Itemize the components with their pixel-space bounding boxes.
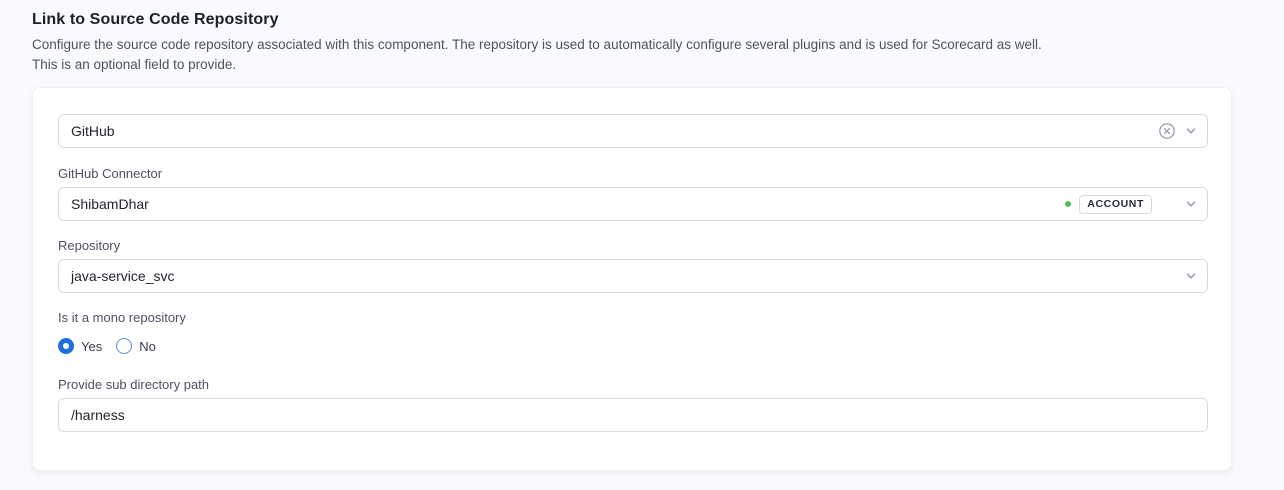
github-connector-label: GitHub Connector — [58, 166, 163, 181]
mono-repo-label: Is it a mono repository — [58, 310, 186, 325]
repository-select-input[interactable] — [58, 259, 1208, 293]
chevron-down-icon[interactable] — [1184, 197, 1198, 211]
radio-label-no[interactable]: No — [139, 338, 156, 354]
header-note: This is an optional field to provide. — [32, 56, 237, 72]
radio-label-yes[interactable]: Yes — [81, 338, 103, 354]
github-connector-input[interactable] — [58, 187, 1208, 221]
repository-field — [58, 259, 1208, 293]
chevron-down-icon[interactable] — [1184, 124, 1198, 138]
account-scope-badge: ACCOUNT — [1079, 194, 1152, 214]
radio-circle-no[interactable] — [116, 338, 133, 354]
repo-form-card: GitHub Connector ACCOUNT Repository Is i… — [32, 87, 1232, 471]
chevron-down-icon[interactable] — [1184, 269, 1198, 283]
radio-option-yes[interactable]: Yes — [58, 338, 102, 354]
github-connector-adornments: ACCOUNT — [1065, 187, 1208, 221]
repository-label: Repository — [58, 238, 121, 253]
page-title: Link to Source Code Repository — [32, 11, 279, 28]
mono-repo-radio-group: Yes No — [58, 338, 1206, 354]
connected-green-dot-icon — [1065, 201, 1072, 207]
radio-option-no[interactable]: No — [116, 338, 156, 354]
provider-select-field — [58, 114, 1208, 148]
subdirectory-label: Provide sub directory path — [58, 377, 210, 392]
repository-adornments — [1184, 259, 1208, 293]
header-description: Configure the source code repository ass… — [32, 37, 1042, 52]
provider-select-input[interactable] — [58, 114, 1208, 148]
subdirectory-field — [58, 398, 1208, 432]
section-header: Link to Source Code Repository Configure… — [0, 0, 1284, 74]
provider-select-adornments — [1158, 114, 1208, 148]
github-connector-field: ACCOUNT — [58, 187, 1208, 221]
circle-x-clear-icon[interactable] — [1158, 122, 1176, 140]
radio-circle-yes[interactable] — [58, 338, 74, 354]
subdirectory-input[interactable] — [58, 398, 1208, 432]
